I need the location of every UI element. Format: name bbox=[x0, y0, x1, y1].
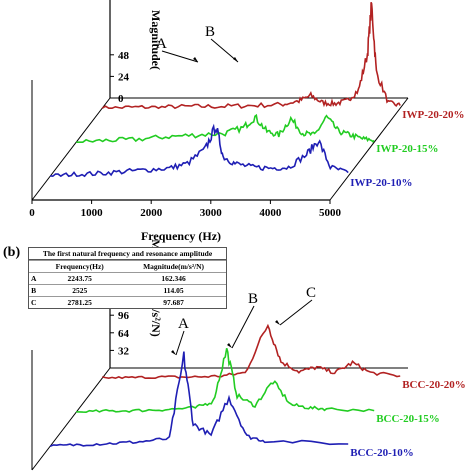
table-cell: A bbox=[29, 272, 39, 285]
table-header-blank bbox=[29, 260, 39, 273]
series-label: IWP-20-15% bbox=[376, 143, 438, 155]
table-title: The first natural frequency and resonanc… bbox=[29, 248, 226, 260]
x-tick-label: 5000 bbox=[319, 207, 342, 219]
annotation-label: A bbox=[178, 316, 189, 332]
annotation-arrow bbox=[210, 38, 239, 63]
y-tick-label: 48 bbox=[118, 50, 130, 62]
series-line bbox=[76, 347, 375, 414]
annotation-arrowhead bbox=[233, 57, 238, 62]
table-row: A 2243.75 162.346 bbox=[29, 272, 226, 285]
annotation-label: B bbox=[205, 24, 215, 40]
series-line bbox=[101, 2, 401, 110]
table-row: C 2781.25 97.687 bbox=[29, 296, 226, 308]
x-tick-label: 3000 bbox=[200, 207, 223, 219]
y-tick-label: 64 bbox=[118, 328, 130, 340]
annotation-arrowhead bbox=[227, 343, 232, 348]
x-tick-label: 2000 bbox=[140, 207, 163, 219]
annotation-label: A bbox=[156, 36, 167, 52]
table-header-magnitude: Magnitude(m/s²/N) bbox=[121, 260, 226, 273]
y-tick-label: 32 bbox=[118, 345, 130, 357]
series-label: IWP-20-10% bbox=[350, 177, 412, 189]
series-label: IWP-20-20% bbox=[402, 109, 464, 121]
series-line bbox=[50, 123, 349, 178]
table-cell: B bbox=[29, 284, 39, 297]
annotation-arrow bbox=[161, 50, 199, 63]
y-tick-label: 96 bbox=[118, 310, 130, 322]
table-cell: 114.05 bbox=[121, 284, 226, 297]
resonance-table: The first natural frequency and resonanc… bbox=[28, 247, 227, 309]
series-line bbox=[76, 113, 375, 143]
x-tick-label: 0 bbox=[29, 207, 35, 219]
annotation-arrow bbox=[279, 299, 313, 326]
x-tick-label: 4000 bbox=[259, 207, 282, 219]
depth-axis-line bbox=[31, 367, 111, 471]
series-label: BCC-20-10% bbox=[350, 447, 414, 459]
table-cell: 97.687 bbox=[121, 296, 226, 308]
y-tick-label: 0 bbox=[118, 93, 124, 105]
annotation-label: C bbox=[306, 285, 316, 301]
annotation-arrowhead bbox=[171, 350, 176, 355]
right-floor-line bbox=[329, 97, 409, 201]
annotation-arrowhead bbox=[275, 320, 280, 325]
series-line bbox=[49, 351, 349, 447]
table-row: B 2525 114.05 bbox=[29, 284, 226, 297]
table-cell: 2243.75 bbox=[38, 272, 122, 285]
y-axis-title: Magnitude( bbox=[149, 10, 163, 70]
series-line bbox=[102, 323, 401, 380]
annotation-arrow bbox=[231, 305, 255, 349]
table-cell: 2781.25 bbox=[38, 296, 122, 308]
series-label: BCC-20-20% bbox=[402, 379, 466, 391]
table-cell: 162.346 bbox=[121, 272, 226, 285]
y-tick-label: 24 bbox=[118, 71, 130, 83]
table-cell: 2525 bbox=[38, 284, 122, 297]
annotation-arrow bbox=[175, 330, 185, 356]
x-axis-title: Frequency (Hz) bbox=[141, 229, 221, 243]
table-cell: C bbox=[29, 296, 39, 308]
annotation-arrowhead bbox=[193, 57, 198, 62]
x-tick-label: 1000 bbox=[81, 207, 104, 219]
series-label: BCC-20-15% bbox=[376, 413, 440, 425]
table-header-frequency: Frequency(Hz) bbox=[38, 260, 122, 273]
annotation-label: B bbox=[248, 291, 258, 307]
panel-b-label: (b) bbox=[3, 245, 21, 260]
depth-axis-line bbox=[31, 97, 111, 201]
